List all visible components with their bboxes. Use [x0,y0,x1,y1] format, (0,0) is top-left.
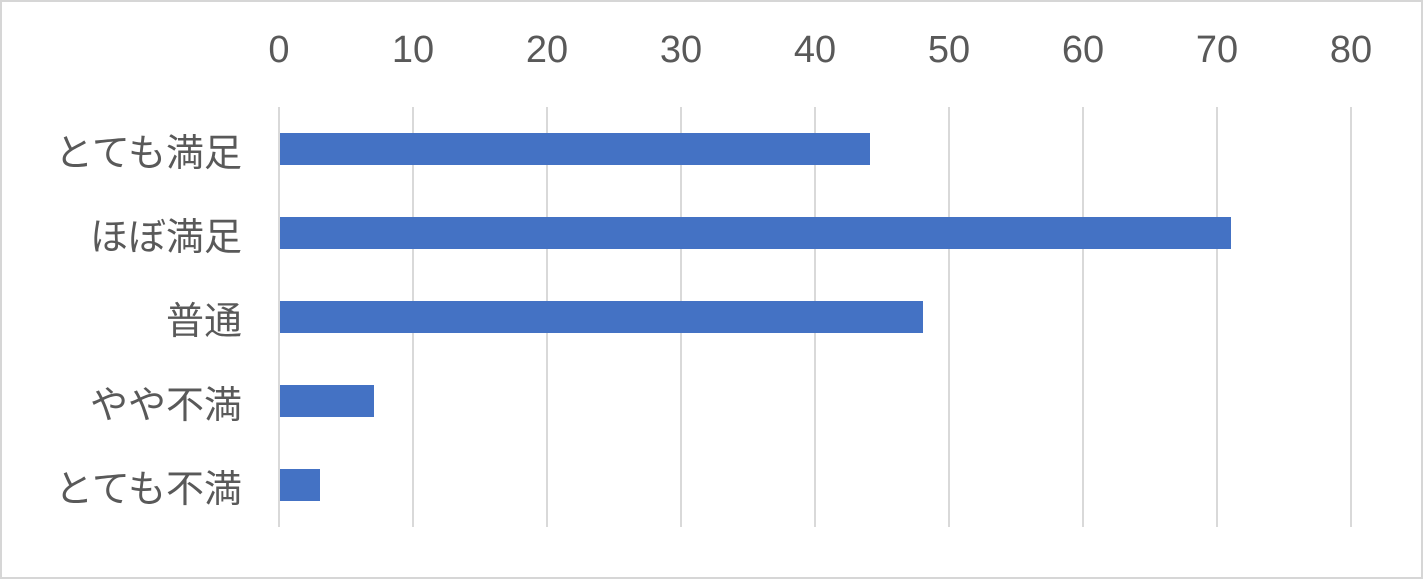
x-axis-tick-label: 0 [268,29,290,71]
category-label: とても満足 [55,132,242,175]
bar [280,469,320,501]
x-axis-tick-label: 80 [1329,29,1373,71]
bar [280,385,374,417]
category-label: やや不満 [89,384,242,427]
x-axis-tick-label: 10 [391,29,435,71]
bar [280,217,1231,249]
x-axis-tick-label: 70 [1195,29,1239,71]
gridline [948,107,950,527]
x-axis-tick-label: 50 [927,29,971,71]
x-axis-tick-label: 20 [525,29,569,71]
bar [280,133,870,165]
value-axis-line [278,107,280,527]
gridline [1216,107,1218,527]
category-label: ほぼ満足 [89,216,242,259]
x-axis-tick-label: 60 [1061,29,1105,71]
category-label: 普通 [165,300,242,343]
gridline [1350,107,1352,527]
x-axis-tick-label: 40 [793,29,837,71]
bar [280,301,923,333]
gridline [1082,107,1084,527]
x-axis-tick-label: 30 [659,29,703,71]
category-label: とても不満 [55,468,242,511]
